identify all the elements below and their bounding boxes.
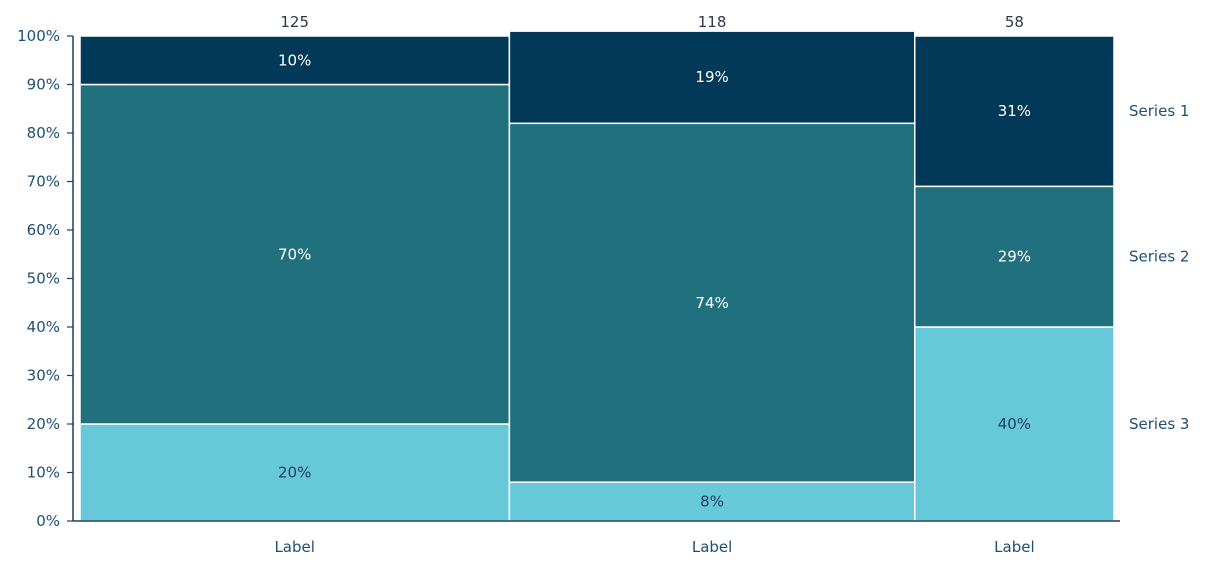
- segment-1-2: [508, 30, 916, 125]
- x-axis-labels: Label Label Label: [73, 520, 1120, 556]
- data-label: 74%: [695, 294, 728, 312]
- x-tick-label: Label: [994, 538, 1034, 556]
- data-label: 70%: [278, 245, 311, 263]
- plot-area: 20% 70% 10% 8% 74% 19% 40% 29% 31%: [79, 30, 1115, 522]
- data-label: 20%: [278, 464, 311, 482]
- x-tick-label: Label: [692, 538, 732, 556]
- y-tick-label: 60%: [27, 221, 60, 239]
- y-tick-label: 70%: [27, 173, 60, 191]
- legend-entry: Series 2: [1129, 248, 1189, 266]
- segment-2-2: [508, 122, 916, 483]
- x-tick-label: Label: [274, 538, 314, 556]
- y-tick-label: 30%: [27, 367, 60, 385]
- y-tick-label: 80%: [27, 124, 60, 142]
- data-label: 40%: [998, 415, 1031, 433]
- y-tick-label: 50%: [27, 270, 60, 288]
- segment-3-1: [79, 423, 511, 522]
- data-label: 29%: [998, 248, 1031, 266]
- column-totals: 125 118 58: [280, 13, 1024, 31]
- column-total: 125: [280, 13, 309, 31]
- data-label: 31%: [998, 102, 1031, 120]
- data-label: 10%: [278, 51, 311, 69]
- data-label: 19%: [695, 68, 728, 86]
- column-total: 58: [1005, 13, 1024, 31]
- y-tick-label: 20%: [27, 415, 60, 433]
- segment-1-1: [79, 35, 511, 86]
- y-tick-label: 90%: [27, 76, 60, 94]
- segment-1-3: [914, 35, 1115, 188]
- segment-3-3: [914, 326, 1115, 522]
- y-axis: 0% 10% 20% 30% 40% 50% 60% 70% 80% 90% 100%: [17, 27, 74, 530]
- segment-2-1: [79, 83, 511, 425]
- legend-entry: Series 3: [1129, 415, 1189, 433]
- y-tick-label: 0%: [36, 512, 60, 530]
- y-tick-label: 100%: [17, 27, 60, 45]
- data-label: 8%: [700, 493, 724, 511]
- legend: Series 3 Series 2 Series 1: [1129, 102, 1189, 433]
- segment-2-3: [914, 185, 1115, 328]
- y-tick-label: 40%: [27, 318, 60, 336]
- y-tick-label: 10%: [27, 464, 60, 482]
- legend-entry: Series 1: [1129, 102, 1189, 120]
- column-total: 118: [698, 13, 727, 31]
